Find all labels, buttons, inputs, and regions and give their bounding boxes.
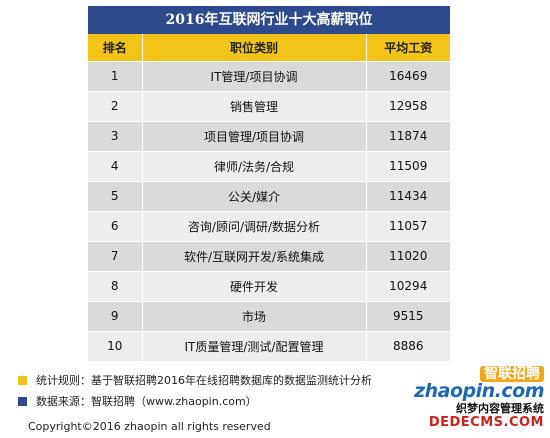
cell-salary: 11020 [366,240,450,271]
cell-rank: 4 [88,150,143,181]
stat-rule-text: 统计规则：基于智联招聘2016年在线招聘数据库的数据监测统计分析 [36,374,372,387]
cell-salary: 16469 [366,60,450,91]
cell-rank: 5 [88,180,143,211]
cell-rank: 9 [88,300,143,331]
cell-rank: 10 [88,330,143,361]
cell-salary: 10294 [366,270,450,301]
zhaopin-logo: 智联招聘 zhaopin.com [414,366,544,406]
cell-category: 市场 [142,300,367,331]
copyright-text: Copyright©2016 zhaopin all rights reserv… [28,420,271,433]
cell-category: 软件/互联网开发/系统集成 [142,240,367,271]
cell-category: 硬件开发 [142,270,367,301]
watermark-line-2: DEDECMS.COM [428,415,544,430]
table-title: 2016年互联网行业十大高薪职位 [88,6,450,34]
cell-rank: 8 [88,270,143,301]
logo-english-text: zhaopin.com [414,380,544,402]
table-row: 10 IT质量管理/测试/配置管理 8886 [88,330,450,361]
cell-category: IT管理/项目协调 [142,60,367,91]
cell-category: 销售管理 [142,90,367,121]
table-row: 9 市场 9515 [88,300,450,331]
cell-salary: 8886 [366,330,450,361]
logo-chinese-text: 智联招聘 [480,366,544,382]
header-rank: 排名 [88,34,143,61]
table-row: 4 律师/法务/合规 11509 [88,150,450,181]
ranking-table: 排名 职位类别 平均工资 1 IT管理/项目协调 16469 2 销售管理 12… [88,34,450,361]
cell-category: IT质量管理/测试/配置管理 [142,330,367,361]
table-row: 2 销售管理 12958 [88,90,450,121]
table-row: 3 项目管理/项目协调 11874 [88,120,450,151]
stat-rule-note: 统计规则：基于智联招聘2016年在线招聘数据库的数据监测统计分析 [18,372,372,388]
cell-category: 项目管理/项目协调 [142,120,367,151]
table-row: 6 咨询/顾问/调研/数据分析 11057 [88,210,450,241]
table-row: 5 公关/媒介 11434 [88,180,450,211]
table-row: 7 软件/互联网开发/系统集成 11020 [88,240,450,271]
cell-salary: 9515 [366,300,450,331]
cell-category: 律师/法务/合规 [142,150,367,181]
table-row: 1 IT管理/项目协调 16469 [88,60,450,91]
cell-rank: 3 [88,120,143,151]
yellow-square-bullet [18,375,27,385]
data-source-note: 数据来源：智联招聘（www.zhaopin.com） [18,393,257,409]
cell-rank: 7 [88,240,143,271]
table-header-row: 排名 职位类别 平均工资 [88,34,450,61]
cell-rank: 1 [88,60,143,91]
cell-salary: 11057 [366,210,450,241]
header-category: 职位类别 [142,34,367,61]
cell-rank: 6 [88,210,143,241]
blue-square-bullet [18,396,27,406]
cell-salary: 11874 [366,120,450,151]
cell-category: 咨询/顾问/调研/数据分析 [142,210,367,241]
cell-salary: 11434 [366,180,450,211]
cell-category: 公关/媒介 [142,180,367,211]
cell-salary: 12958 [366,90,450,121]
watermark-line-1: 织梦内容管理系统 [456,402,544,415]
header-salary: 平均工资 [366,34,450,61]
cell-rank: 2 [88,90,143,121]
cell-salary: 11509 [366,150,450,181]
table-row: 8 硬件开发 10294 [88,270,450,301]
salary-table-panel: 2016年互联网行业十大高薪职位 排名 职位类别 平均工资 1 IT管理/项目协… [88,6,450,361]
data-source-text: 数据来源：智联招聘（www.zhaopin.com） [36,395,257,408]
